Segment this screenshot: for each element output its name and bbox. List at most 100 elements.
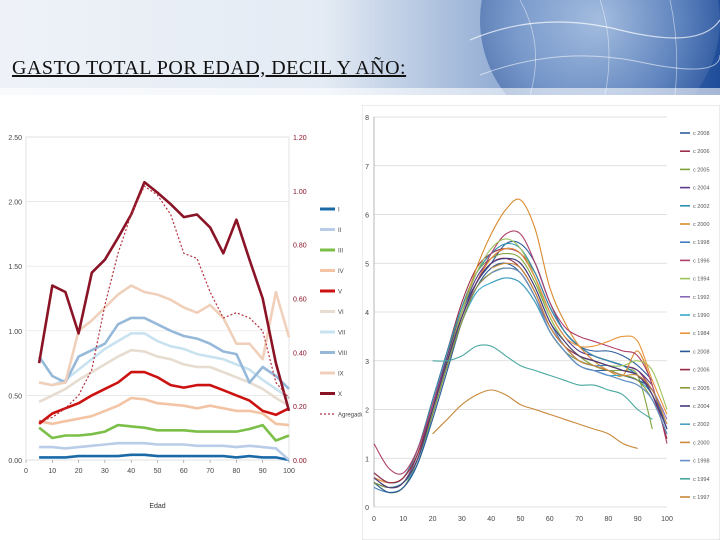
x-tick-label: 0 (24, 468, 28, 475)
y-tick-label: 1.50 (8, 264, 22, 271)
x-tick-label: 100 (661, 516, 673, 523)
legend-label: c 1992 (693, 295, 710, 301)
x-tick-label: 20 (75, 468, 83, 475)
x-tick-label: 10 (399, 516, 407, 523)
series-line (38, 348, 290, 407)
series-line (432, 389, 638, 450)
legend-label: c 2006 (693, 149, 710, 155)
series-line (38, 370, 290, 425)
y-tick-label: 8 (365, 115, 369, 122)
y2-tick-label: 1.00 (293, 189, 307, 196)
x-axis-label: Edad (149, 503, 165, 510)
y-tick-label: 0.50 (8, 393, 22, 400)
x-tick-label: 70 (206, 468, 214, 475)
series-17 (491, 262, 668, 425)
x-tick-label: 0 (372, 516, 376, 523)
x-tick-label: 50 (154, 468, 162, 475)
series-vi (38, 348, 290, 407)
y2-tick-label: 0.40 (293, 350, 307, 357)
legend-label: II (338, 228, 342, 234)
chart-gasto-por-decil: 0.00 0.50 1.00 1.50 2.00 2.50 0.00 0.20 0.40 0.60… (2, 105, 362, 540)
legend-label: c 1994 (693, 277, 710, 283)
legend-label: V (338, 290, 342, 296)
legend-label: c 1998 (693, 240, 710, 246)
legend-label: c 2005 (693, 386, 710, 392)
x-tick-label: 70 (575, 516, 583, 523)
y-tick-label: 7 (365, 164, 369, 171)
x-tick-label: 80 (233, 468, 241, 475)
series-line (39, 441, 290, 461)
x-tick-label: 10 (48, 468, 56, 475)
y-tick-label: 3 (365, 359, 369, 366)
legend-label: c 2006 (693, 368, 710, 374)
series-iv (38, 396, 290, 427)
legend-label: c 1994 (693, 477, 710, 483)
series-x (37, 180, 291, 412)
y2-tick-label: 0.60 (293, 297, 307, 304)
x-tick-label: 30 (458, 516, 466, 523)
series-line (38, 332, 290, 400)
y2-tick-label: 0.80 (293, 243, 307, 250)
header-banner (0, 0, 720, 95)
y-tick-label: 1.00 (8, 329, 22, 336)
legend-label: c 1996 (693, 258, 710, 264)
x-tick-label: 50 (517, 516, 525, 523)
series-ii (39, 441, 290, 461)
x-tick-label: 80 (605, 516, 613, 523)
series-line (39, 453, 290, 462)
series-19 (432, 344, 653, 420)
legend-label: c 2005 (693, 167, 710, 173)
x-tick-label: 90 (634, 516, 642, 523)
y-tick-label: 2 (365, 408, 369, 415)
series-line (373, 230, 668, 475)
series-15 (373, 257, 668, 489)
series-iii (38, 423, 290, 442)
legend-label: c 2004 (693, 404, 710, 410)
x-tick-label: 60 (546, 516, 554, 523)
y-tick-label: 2.00 (8, 200, 22, 207)
y-tick-label: 5 (365, 261, 369, 268)
legend-label: c 2008 (693, 131, 710, 137)
legend-label: VII (338, 331, 346, 337)
y2-tick-label: 0.00 (293, 458, 307, 465)
legend: c 2008 c 2006 c 2005 c 2004 c 2002 c 2000 c 19… (680, 131, 710, 501)
legend-label: VI (338, 310, 344, 316)
series-line (37, 180, 291, 412)
x-tick-label: 90 (259, 468, 267, 475)
legend-label: c 2008 (693, 349, 710, 355)
legend-label: c 1990 (693, 313, 710, 319)
y-tick-label: 1 (365, 456, 369, 463)
y-tick-label: 4 (365, 310, 369, 317)
series-line (373, 257, 668, 489)
series-7 (373, 230, 668, 475)
x-tick-label: 40 (487, 516, 495, 523)
legend-label: c 2000 (693, 222, 710, 228)
series-vii (38, 332, 290, 400)
x-tick-label: 60 (180, 468, 188, 475)
series-18 (491, 267, 668, 435)
y-tick-label: 0.00 (8, 458, 22, 465)
x-tick-label: 100 (283, 468, 295, 475)
legend-label: c 1984 (693, 331, 710, 337)
legend-label: c 1998 (693, 459, 710, 465)
x-tick-label: 40 (127, 468, 135, 475)
series-viii (38, 316, 290, 390)
series-line (491, 262, 668, 425)
legend-label: c 2000 (693, 440, 710, 446)
legend-label: c 2002 (693, 422, 710, 428)
y2-tick-label: 1.20 (293, 135, 307, 142)
y-tick-label: 2.50 (8, 135, 22, 142)
series-line (38, 396, 290, 427)
y-tick-label: 6 (365, 213, 369, 220)
series-20 (432, 389, 638, 450)
series-v (38, 370, 290, 425)
x-tick-label: 30 (101, 468, 109, 475)
series-line (38, 185, 290, 422)
series-line (38, 423, 290, 442)
legend-label: VIII (338, 351, 347, 357)
series-i (39, 453, 290, 462)
chart-frame (362, 105, 720, 540)
legend-label: I (338, 208, 340, 214)
